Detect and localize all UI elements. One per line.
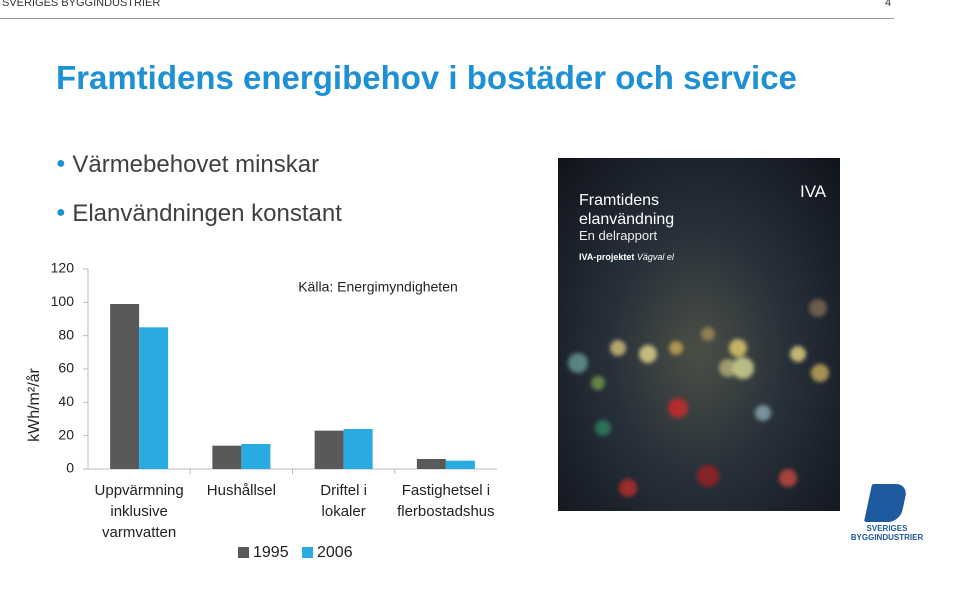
bar [445, 460, 475, 469]
x-tick-label: Hushållsel [206, 482, 276, 499]
legend-label: 2006 [317, 544, 353, 561]
y-tick-label: 60 [58, 360, 74, 376]
y-tick-label: 40 [58, 393, 74, 409]
y-tick-label: 20 [58, 426, 74, 442]
bullet-list: ● Värmebehovet minskar ● Elanvändningen … [56, 140, 342, 238]
bar [212, 445, 242, 469]
y-axis-label: kWh/m²/år [25, 367, 43, 441]
cover-lights [568, 299, 829, 497]
logo-text: SVERIGES BYGGINDUSTRIER [850, 524, 924, 542]
cover-brand: IVA [800, 182, 827, 201]
y-tick-label: 0 [66, 460, 74, 476]
x-tick-label: Driftel i lokaler [320, 482, 367, 520]
annotation: Källa: Energimyndigheten [298, 279, 458, 295]
cover-title: Framtidens elanvändning [579, 192, 675, 228]
y-tick-label: 120 [51, 260, 75, 276]
bar [139, 327, 169, 469]
bar [314, 430, 344, 469]
cover-subtitle: En delrapport [579, 228, 658, 243]
page-number: 4 [885, 0, 892, 9]
legend-swatch [238, 547, 249, 558]
project-label: IVA-projektet [579, 252, 635, 262]
bar [416, 459, 446, 469]
bar [343, 429, 373, 469]
y-tick-label: 100 [51, 293, 75, 309]
report-cover: Framtidens elanvändning En delrapport IV… [558, 158, 840, 511]
slide-title: Framtidens energibehov i bostäder och se… [56, 59, 797, 96]
legend-label: 1995 [253, 544, 289, 561]
bullet-text: Elanvändningen konstant [72, 200, 342, 227]
header-rule [0, 18, 894, 19]
x-tick-label: Fastighetsel i flerbostadshus [397, 482, 495, 520]
bullet: ● Värmebehovet minskar [56, 151, 320, 178]
legend-swatch [302, 547, 313, 558]
cover-project: IVA-projektet Vägval el [579, 252, 674, 262]
bullet: ● Elanvändningen konstant [56, 200, 342, 227]
x-tick-label: Uppvärmning inklusive varmvatten [94, 482, 184, 541]
bullet-text: Värmebehovet minskar [72, 151, 320, 178]
project-name: Vägval el [636, 252, 674, 262]
header-company: SVERIGES BYGGINDUSTRIER [2, 0, 161, 9]
y-tick-label: 80 [58, 326, 74, 342]
bar [110, 304, 140, 469]
bar [241, 444, 271, 469]
